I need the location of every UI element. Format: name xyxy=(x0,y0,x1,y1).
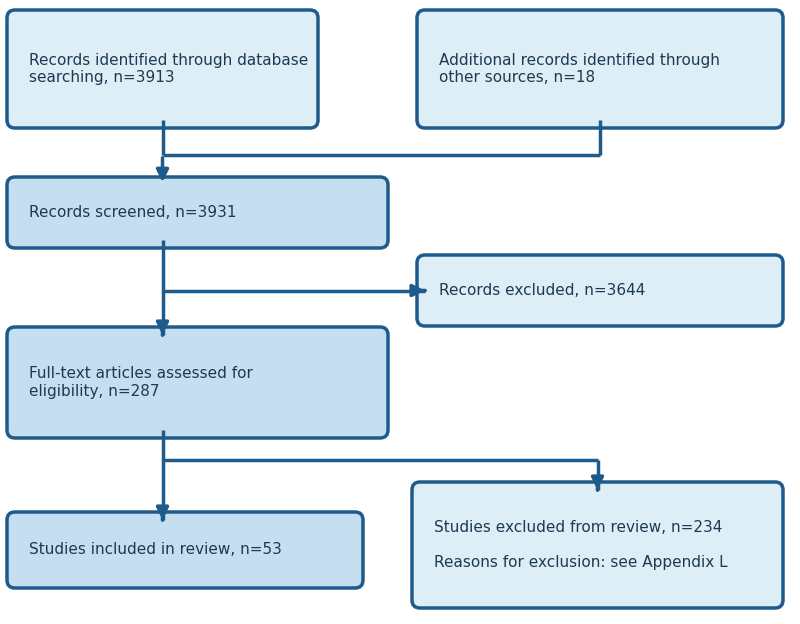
Text: Additional records identified through
other sources, n=18: Additional records identified through ot… xyxy=(439,53,720,85)
Text: Full-text articles assessed for
eligibility, n=287: Full-text articles assessed for eligibil… xyxy=(29,366,253,399)
Text: Studies included in review, n=53: Studies included in review, n=53 xyxy=(29,542,282,557)
Text: Records screened, n=3931: Records screened, n=3931 xyxy=(29,205,237,220)
FancyBboxPatch shape xyxy=(7,327,388,438)
FancyBboxPatch shape xyxy=(417,255,783,326)
FancyBboxPatch shape xyxy=(7,177,388,248)
FancyBboxPatch shape xyxy=(7,512,363,588)
FancyBboxPatch shape xyxy=(7,10,318,128)
FancyBboxPatch shape xyxy=(417,10,783,128)
FancyBboxPatch shape xyxy=(412,482,783,608)
Text: Records excluded, n=3644: Records excluded, n=3644 xyxy=(439,283,646,298)
Text: Records identified through database
searching, n=3913: Records identified through database sear… xyxy=(29,53,308,85)
Text: Studies excluded from review, n=234

Reasons for exclusion: see Appendix L: Studies excluded from review, n=234 Reas… xyxy=(434,520,728,570)
